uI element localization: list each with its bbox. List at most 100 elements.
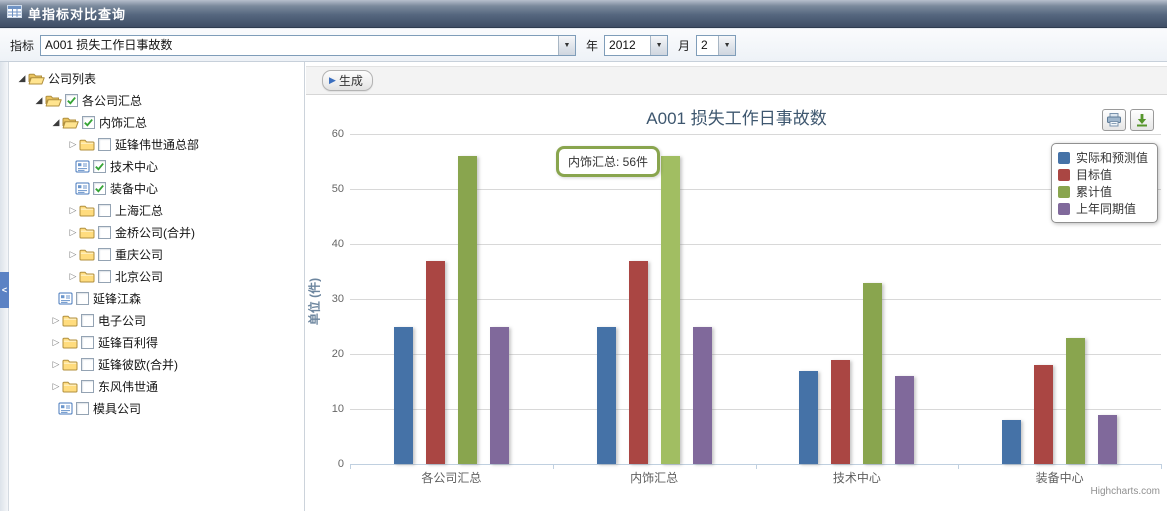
tree-node-label[interactable]: 延锋彼欧(合并) xyxy=(98,357,178,372)
year-select[interactable]: 2012 ▼ xyxy=(604,34,669,56)
tree-expand-icon[interactable]: ▷ xyxy=(52,358,60,369)
chevron-down-icon[interactable]: ▼ xyxy=(558,35,576,55)
legend-item[interactable]: 累计值 xyxy=(1057,183,1148,200)
tree-node-label[interactable]: 延锋江森 xyxy=(93,291,142,306)
legend-item[interactable]: 实际和预测值 xyxy=(1057,149,1148,166)
tree-expand-icon[interactable]: ▷ xyxy=(69,204,77,215)
legend-item[interactable]: 上年同期值 xyxy=(1057,200,1148,217)
tree-node-label[interactable]: 延锋伟世通总部 xyxy=(115,137,200,152)
tree-collapse-icon[interactable]: ◢ xyxy=(35,94,43,105)
tree-node[interactable]: ▷ 东风伟世通 xyxy=(9,375,304,397)
year-select-value: 2012 xyxy=(609,37,636,52)
indicator-select[interactable]: A001 损失工作日事故数 ▼ xyxy=(40,34,577,56)
tree-node[interactable]: 模具公司 xyxy=(9,397,304,419)
tree-node[interactable]: 延锋江森 xyxy=(9,287,304,309)
bar-上年同期值-各公司汇总[interactable] xyxy=(489,326,509,464)
tree-expand-icon[interactable]: ▷ xyxy=(69,226,77,237)
checkbox-unchecked[interactable] xyxy=(81,313,94,327)
bar-目标值-装备中心[interactable] xyxy=(1034,365,1054,464)
tree-node-label[interactable]: 延锋百利得 xyxy=(98,335,159,350)
checkbox-unchecked[interactable] xyxy=(81,357,94,371)
bar-目标值-内饰汇总[interactable] xyxy=(628,260,648,464)
tree-node-label[interactable]: 北京公司 xyxy=(115,269,164,284)
checkbox-checked[interactable] xyxy=(82,115,95,129)
checkbox-unchecked[interactable] xyxy=(98,137,111,151)
tree-expand-icon[interactable]: ▷ xyxy=(69,270,77,281)
folder-closed-icon xyxy=(79,204,95,217)
bar-累计值-技术中心[interactable] xyxy=(863,282,883,464)
tree-node[interactable]: 技术中心 xyxy=(9,155,304,177)
tree-node[interactable]: ▷ 延锋伟世通总部 xyxy=(9,133,304,155)
checkbox-checked[interactable] xyxy=(65,93,78,107)
tree-node[interactable]: ▷ 上海汇总 xyxy=(9,199,304,221)
report-document-icon xyxy=(58,292,73,305)
bar-上年同期值-技术中心[interactable] xyxy=(895,376,915,464)
print-icon[interactable] xyxy=(1102,109,1126,131)
checkbox-unchecked[interactable] xyxy=(98,225,111,239)
y-axis-tick-label: 30 xyxy=(331,293,344,305)
bar-上年同期值-内饰汇总[interactable] xyxy=(692,326,712,464)
generate-button[interactable]: ▶ 生成 xyxy=(322,70,373,91)
month-select[interactable]: 2 ▼ xyxy=(696,34,737,56)
y-axis-tick-label: 40 xyxy=(331,238,344,250)
checkbox-unchecked[interactable] xyxy=(81,335,94,349)
tree-node[interactable]: ◢ 公司列表 xyxy=(9,67,304,89)
tree-collapse-icon[interactable]: ◢ xyxy=(18,72,26,83)
chevron-down-icon[interactable]: ▼ xyxy=(718,35,736,55)
legend-swatch xyxy=(1057,185,1070,198)
tree-expand-icon[interactable]: ▷ xyxy=(52,336,60,347)
tree-expand-icon[interactable]: ▷ xyxy=(69,138,77,149)
bar-上年同期值-装备中心[interactable] xyxy=(1098,414,1118,464)
tree-node-label[interactable]: 东风伟世通 xyxy=(98,379,159,394)
tree-node-label[interactable]: 电子公司 xyxy=(98,313,147,328)
tree-node-label[interactable]: 公司列表 xyxy=(48,71,97,86)
tree-node[interactable]: ◢ 各公司汇总 xyxy=(9,89,304,111)
tree-node[interactable]: ▷ 延锋彼欧(合并) xyxy=(9,353,304,375)
checkbox-unchecked[interactable] xyxy=(98,269,111,283)
bar-实际和预测值-内饰汇总[interactable] xyxy=(596,326,616,464)
bar-累计值-各公司汇总[interactable] xyxy=(457,156,477,464)
tree-node-label[interactable]: 金桥公司(合并) xyxy=(115,225,195,240)
checkbox-unchecked[interactable] xyxy=(98,203,111,217)
folder-open-icon xyxy=(62,116,79,129)
tree-expand-icon[interactable]: ▷ xyxy=(69,248,77,259)
bar-目标值-技术中心[interactable] xyxy=(831,359,851,464)
chart-toolbar: ▶ 生成 xyxy=(306,66,1167,95)
tree-node[interactable]: ▷ 金桥公司(合并) xyxy=(9,221,304,243)
tree-node[interactable]: ▷ 延锋百利得 xyxy=(9,331,304,353)
download-icon[interactable] xyxy=(1130,109,1154,131)
tree-node[interactable]: ▷ 北京公司 xyxy=(9,265,304,287)
highcharts-credits[interactable]: Highcharts.com xyxy=(1090,486,1160,497)
bar-累计值-装备中心[interactable] xyxy=(1066,337,1086,464)
tree-expand-icon[interactable]: ▷ xyxy=(52,380,60,391)
checkbox-unchecked[interactable] xyxy=(76,401,89,415)
tree-node-label[interactable]: 技术中心 xyxy=(110,159,159,174)
tree-collapse-icon[interactable]: ◢ xyxy=(52,116,60,127)
legend-item[interactable]: 目标值 xyxy=(1057,166,1148,183)
checkbox-unchecked[interactable] xyxy=(98,247,111,261)
checkbox-checked[interactable] xyxy=(93,159,106,173)
gridline xyxy=(350,299,1161,300)
checkbox-unchecked[interactable] xyxy=(81,379,94,393)
tree-node[interactable]: ▷ 重庆公司 xyxy=(9,243,304,265)
tree-node-label[interactable]: 内饰汇总 xyxy=(99,115,148,130)
sidebar-collapse-handle[interactable]: < xyxy=(0,272,9,308)
bar-累计值-内饰汇总-hovered[interactable] xyxy=(660,156,680,464)
tree-node-label[interactable]: 装备中心 xyxy=(110,181,159,196)
tree-expand-icon[interactable]: ▷ xyxy=(52,314,60,325)
tree-node-label[interactable]: 重庆公司 xyxy=(115,247,164,262)
bar-实际和预测值-技术中心[interactable] xyxy=(799,370,819,464)
tree-node-label[interactable]: 各公司汇总 xyxy=(82,93,143,108)
checkbox-unchecked[interactable] xyxy=(76,291,89,305)
tree-node[interactable]: 装备中心 xyxy=(9,177,304,199)
tree-node[interactable]: ▷ 电子公司 xyxy=(9,309,304,331)
tree-node[interactable]: ◢ 内饰汇总 xyxy=(9,111,304,133)
bar-目标值-各公司汇总[interactable] xyxy=(425,260,445,464)
bar-实际和预测值-装备中心[interactable] xyxy=(1002,420,1022,464)
month-label: 月 xyxy=(678,38,691,53)
checkbox-checked[interactable] xyxy=(93,181,106,195)
chevron-down-icon[interactable]: ▼ xyxy=(650,35,668,55)
bar-实际和预测值-各公司汇总[interactable] xyxy=(393,326,413,464)
tree-node-label[interactable]: 模具公司 xyxy=(93,401,142,416)
tree-node-label[interactable]: 上海汇总 xyxy=(115,203,164,218)
